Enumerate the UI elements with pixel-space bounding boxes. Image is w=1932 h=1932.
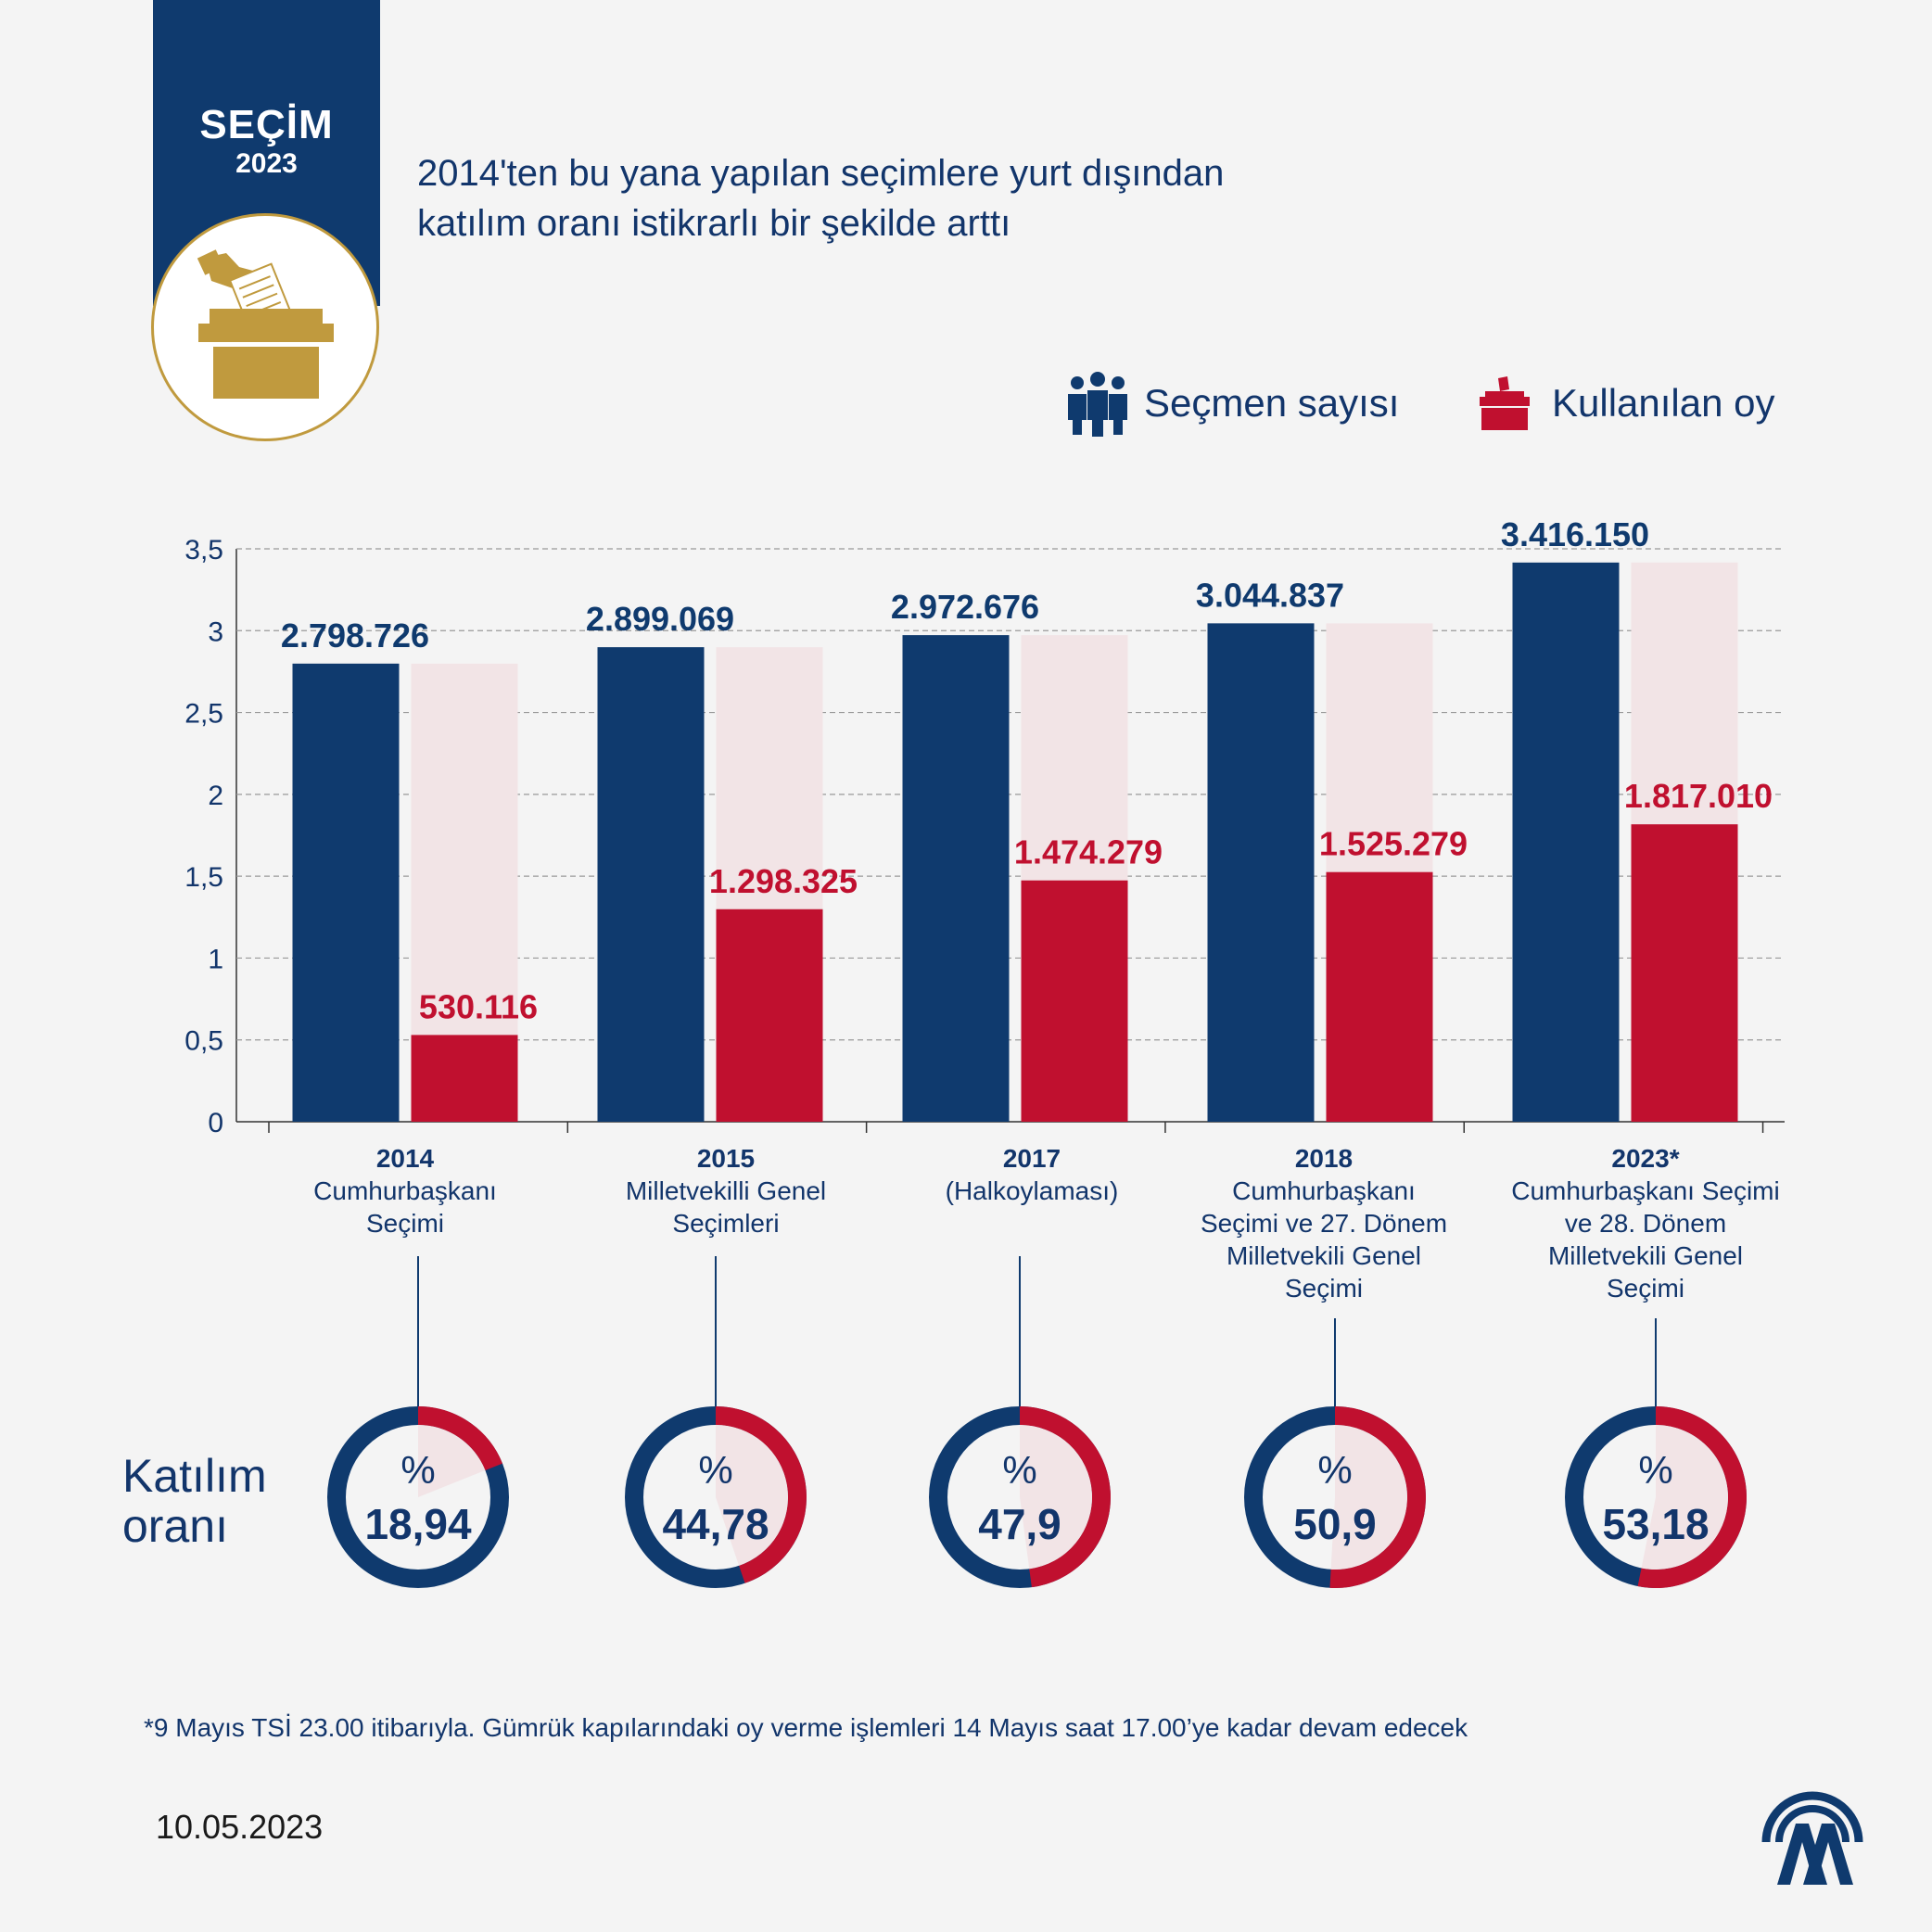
donut-value: 44,78: [662, 1500, 769, 1548]
donut-value: 50,9: [1293, 1500, 1377, 1548]
category-label: 2014 Cumhurbaşkanı Seçimi: [266, 1142, 544, 1239]
category-year: 2015: [696, 1144, 756, 1173]
category-line: Cumhurbaşkanı Seçimi: [1511, 1176, 1780, 1205]
headline-line-1: 2014'ten bu yana yapılan seçimlere yurt …: [417, 153, 1225, 194]
donut-percent-sign: %: [698, 1448, 732, 1492]
donut-arc: [1637, 1406, 1747, 1588]
category-label: 2015 Milletvekilli Genel Seçimleri: [587, 1142, 865, 1239]
voters-value-label: 2.972.676: [891, 588, 1039, 626]
donut-wedge: [1641, 1425, 1728, 1570]
category-line: Milletvekili Genel: [1226, 1241, 1422, 1270]
category-label: 2017 (Halkoylaması): [893, 1142, 1171, 1207]
legend-voters-label: Seçmen sayısı: [1144, 381, 1400, 425]
category-year: 2014: [375, 1144, 435, 1173]
category-line: Seçimi: [1606, 1274, 1684, 1303]
category-label: 2023* Cumhurbaşkanı Seçimi ve 28. Dönem Mil…: [1506, 1142, 1785, 1304]
category-line: Cumhurbaşkanı: [313, 1176, 497, 1205]
donut-percent-sign: %: [1317, 1448, 1352, 1492]
y-tick-label: 3: [208, 616, 223, 647]
y-tick-label: 2: [208, 781, 223, 811]
y-tick-label: 3,5: [184, 535, 223, 566]
bar-chart: 0 0,5 1 1,5 2 2,5 3 3,5 2.798.726 530.116 2.899.0…: [184, 515, 1785, 1588]
ballot-vote-icon: [1480, 376, 1530, 430]
donut-value: 18,94: [364, 1500, 472, 1548]
ballot-box-icon: [197, 249, 334, 399]
aa-logo-icon: [1761, 1791, 1863, 1885]
headline-line-2: katılım oranı istikrarlı bir şekilde art…: [417, 203, 1011, 244]
people-icon: [1068, 372, 1127, 437]
category-line: Seçimi: [1284, 1274, 1363, 1303]
voters-value-label: 3.044.837: [1196, 576, 1344, 614]
voters-bar: [1512, 562, 1620, 1122]
voters-value-label: 2.899.069: [586, 600, 734, 638]
category-line: Milletvekili Genel: [1547, 1241, 1744, 1270]
donut-arc: [1019, 1406, 1112, 1588]
participation-label-line-2: oranı: [122, 1500, 228, 1552]
voters-bar: [902, 635, 1010, 1122]
votes-bar: [1021, 880, 1128, 1122]
category-label: 2018 Cumhurbaşkanı Seçimi ve 27. Dönem Mill…: [1185, 1142, 1463, 1304]
votes-value-label: 1.474.279: [1014, 833, 1163, 871]
votes-value-label: 1.525.279: [1319, 825, 1468, 863]
votes-bar: [411, 1035, 518, 1122]
headline: 2014'ten bu yana yapılan seçimlere yurt …: [417, 148, 1224, 248]
category-year: 2018: [1294, 1144, 1354, 1173]
donut-arc: [417, 1406, 502, 1471]
donut-value: 47,9: [978, 1500, 1061, 1548]
participation-label: Katılım oranı: [122, 1451, 267, 1551]
y-tick-label: 0,5: [184, 1026, 223, 1057]
legend-voters: Seçmen sayısı: [1064, 371, 1400, 437]
category-year: 2017: [1002, 1144, 1061, 1173]
legend-votes-label: Kullanılan oy: [1552, 381, 1775, 425]
votes-value-label: 530.116: [419, 987, 538, 1025]
voters-bar: [292, 663, 400, 1122]
voters-bar: [1207, 623, 1315, 1122]
participation-label-line-1: Katılım: [122, 1450, 267, 1502]
y-tick-label: 2,5: [184, 699, 223, 730]
donut-percent-sign: %: [400, 1448, 435, 1492]
date: 10.05.2023: [156, 1808, 324, 1846]
voters-value-label: 3.416.150: [1501, 515, 1649, 553]
category-line: Cumhurbaşkanı: [1232, 1176, 1416, 1205]
donut-arc: [715, 1406, 807, 1583]
voters-bar: [597, 647, 705, 1122]
donut-value: 53,18: [1602, 1500, 1709, 1548]
category-line: Seçimleri: [672, 1209, 780, 1238]
category-line: (Halkoylaması): [945, 1176, 1119, 1205]
donut-percent-sign: %: [1638, 1448, 1672, 1492]
votes-bar: [716, 909, 823, 1122]
votes-bar: [1326, 871, 1433, 1122]
donut-wedge: [716, 1425, 789, 1566]
donut-wedge: [1020, 1425, 1093, 1570]
votes-bar: [1631, 824, 1738, 1122]
legend-votes: Kullanılan oy: [1476, 371, 1775, 436]
y-tick-label: 1: [208, 944, 223, 974]
category-line: ve 28. Dönem: [1564, 1209, 1727, 1238]
voters-value-label: 2.798.726: [281, 616, 429, 655]
votes-value-label: 1.298.325: [709, 862, 858, 900]
y-tick-label: 0: [208, 1108, 223, 1138]
donut-arc: [1329, 1406, 1426, 1588]
banner-title: SEÇİM: [199, 102, 334, 147]
category-line: Milletvekilli Genel: [625, 1176, 827, 1205]
banner-year: 2023: [235, 148, 298, 179]
y-tick-label: 1,5: [184, 862, 223, 893]
category-line: Seçimi: [365, 1209, 444, 1238]
donut-percent-sign: %: [1002, 1448, 1036, 1492]
votes-value-label: 1.817.010: [1624, 777, 1773, 815]
donut-wedge: [418, 1425, 486, 1497]
category-line: Seçimi ve 27. Dönem: [1200, 1209, 1448, 1238]
category-year: 2023*: [1611, 1144, 1680, 1173]
footnote: *9 Mayıs TSİ 23.00 itibarıyla. Gümrük ka…: [144, 1713, 1468, 1742]
donut-wedge: [1330, 1425, 1407, 1570]
ballot-box-emblem: [151, 213, 379, 441]
